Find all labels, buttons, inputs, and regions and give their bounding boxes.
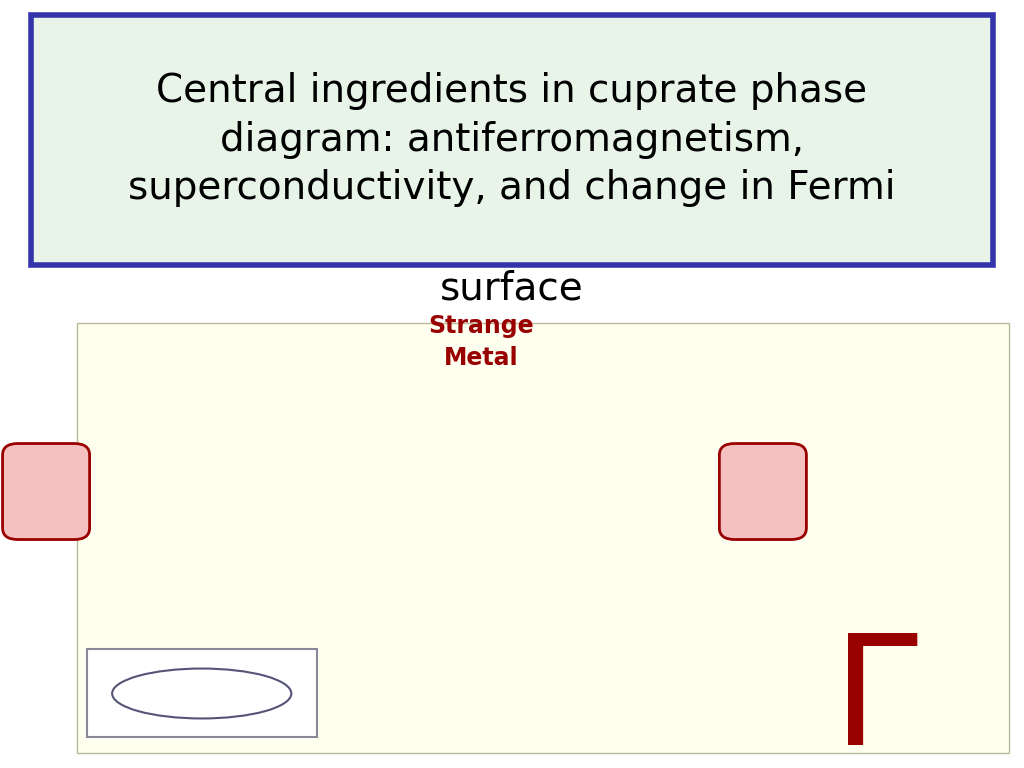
FancyBboxPatch shape	[2, 444, 90, 539]
Text: Strange
Metal: Strange Metal	[428, 314, 535, 369]
FancyBboxPatch shape	[31, 15, 993, 265]
FancyBboxPatch shape	[77, 323, 1009, 753]
Text: surface: surface	[440, 269, 584, 307]
Text: Central ingredients in cuprate phase
diagram: antiferromagnetism,
superconductiv: Central ingredients in cuprate phase dia…	[128, 72, 896, 207]
FancyBboxPatch shape	[87, 649, 317, 737]
FancyBboxPatch shape	[719, 444, 807, 539]
Text: $\mathsf{\Gamma}$: $\mathsf{\Gamma}$	[833, 628, 919, 768]
